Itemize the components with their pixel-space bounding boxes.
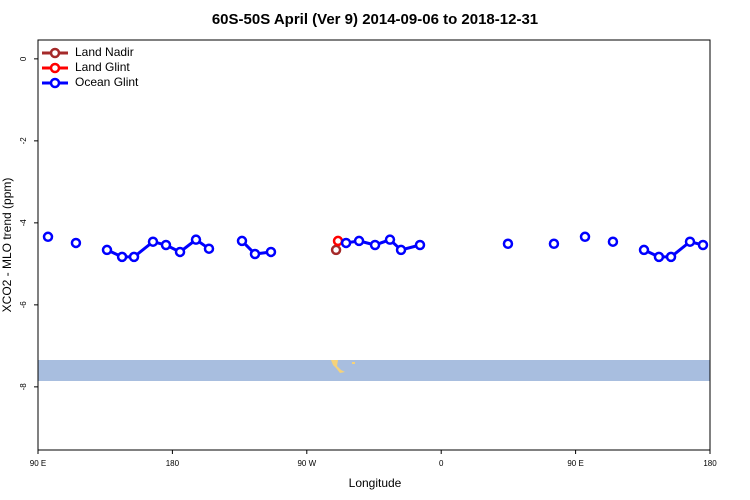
chart-title: 60S-50S April (Ver 9) 2014-09-06 to 2018… bbox=[212, 11, 538, 28]
legend-label: Ocean Glint bbox=[75, 75, 139, 89]
point bbox=[548, 238, 560, 250]
point bbox=[332, 235, 344, 247]
y-tick-label: 0 bbox=[19, 56, 28, 61]
legend-label: Land Glint bbox=[75, 60, 130, 74]
point bbox=[353, 235, 365, 247]
y-tick-label: -8 bbox=[19, 383, 28, 391]
point bbox=[236, 235, 248, 247]
legend-marker bbox=[49, 47, 61, 59]
point bbox=[70, 237, 82, 249]
point bbox=[340, 237, 352, 249]
x-tick-label: 180 bbox=[703, 459, 717, 468]
x-tick-label: 0 bbox=[439, 459, 444, 468]
point bbox=[384, 234, 396, 245]
legend-label: Land Nadir bbox=[75, 45, 134, 59]
point bbox=[249, 248, 261, 260]
point bbox=[369, 239, 381, 251]
legend-marker bbox=[49, 77, 61, 89]
x-tick-label: 180 bbox=[166, 459, 180, 468]
point bbox=[174, 246, 186, 258]
y-tick-label: -6 bbox=[19, 301, 28, 309]
x-tick-label: 90 E bbox=[567, 459, 583, 468]
point bbox=[190, 234, 202, 245]
land-shape bbox=[352, 362, 355, 364]
point bbox=[665, 251, 677, 263]
point bbox=[42, 231, 54, 243]
plot-frame bbox=[37, 39, 711, 451]
point bbox=[101, 244, 113, 256]
y-axis-label: XCO2 - MLO trend (ppm) bbox=[0, 178, 14, 313]
point bbox=[203, 243, 215, 254]
point bbox=[638, 244, 650, 256]
x-tick-label: 90 W bbox=[297, 459, 316, 468]
point bbox=[607, 236, 619, 247]
point bbox=[116, 251, 128, 263]
point bbox=[128, 251, 140, 263]
x-tick-label: 90 E bbox=[30, 459, 46, 468]
y-tick-label: -4 bbox=[19, 219, 28, 227]
land-shape bbox=[331, 360, 345, 373]
point bbox=[414, 239, 426, 251]
point bbox=[265, 246, 277, 258]
point bbox=[579, 231, 591, 243]
x-axis-label: Longitude bbox=[349, 476, 402, 490]
point bbox=[330, 244, 342, 256]
map-strip bbox=[38, 360, 710, 381]
point bbox=[684, 236, 696, 247]
point bbox=[395, 244, 407, 256]
point bbox=[160, 239, 172, 251]
point bbox=[502, 238, 514, 250]
y-tick-label: -2 bbox=[19, 137, 28, 145]
point bbox=[147, 236, 159, 247]
point bbox=[697, 239, 709, 251]
legend-marker bbox=[49, 62, 61, 74]
point bbox=[653, 251, 665, 263]
